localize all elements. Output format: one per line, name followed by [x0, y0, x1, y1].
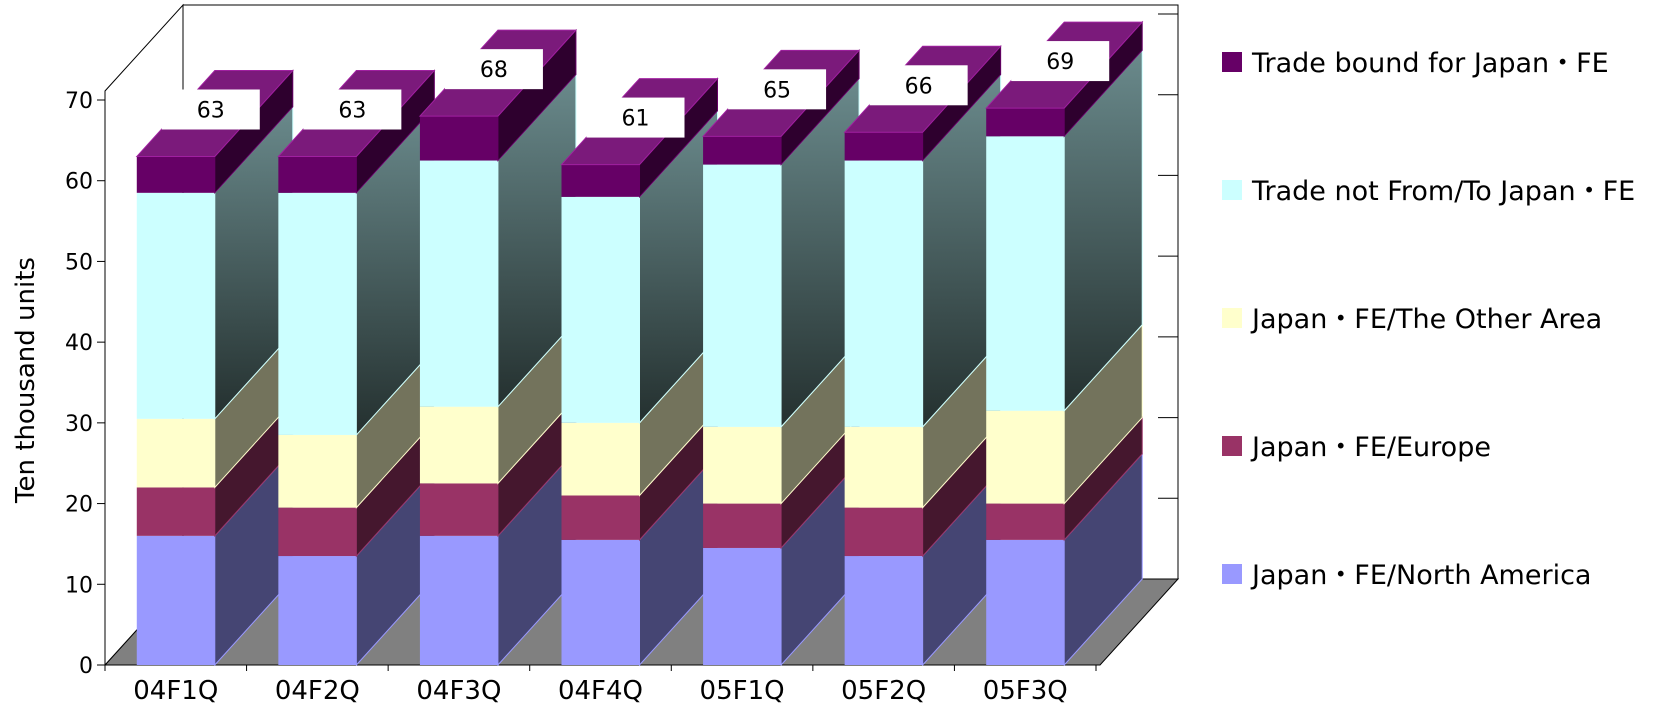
bar-segment	[561, 196, 640, 423]
bar-segment	[419, 160, 498, 407]
total-label: 63	[197, 99, 225, 124]
bar-segment	[419, 406, 498, 484]
x-category-label: 04F4Q	[558, 676, 643, 706]
bar-segment	[986, 108, 1065, 137]
bar-stack	[985, 20, 1144, 667]
bar-segment	[561, 539, 640, 665]
y-tick-label: 50	[65, 250, 93, 275]
legend-item: Japan・FE/Europe	[1222, 432, 1491, 463]
y-tick-label: 0	[79, 654, 93, 679]
bar-segment	[278, 556, 357, 665]
x-category-label: 04F2Q	[275, 676, 360, 706]
bar-segment	[419, 116, 498, 161]
bar-segment	[703, 426, 782, 504]
legend: Trade bound for Japan・FE Trade not From/T…	[1222, 48, 1635, 591]
legend-item: Trade not From/To Japan・FE	[1222, 176, 1635, 207]
bar-segment	[844, 160, 923, 427]
legend-item: Trade bound for Japan・FE	[1222, 48, 1609, 79]
legend-item: Japan・FE/North America	[1222, 560, 1591, 591]
bar-segment	[278, 156, 357, 193]
bar-segment	[703, 164, 782, 427]
bar-segment	[561, 164, 640, 197]
x-axis-category-labels: 04F1Q 04F2Q 04F3Q 04F4Q 05F1Q 05F2Q 05F3Q	[133, 676, 1067, 706]
y-tick-label: 30	[65, 412, 93, 437]
total-label: 66	[905, 74, 933, 99]
legend-swatch	[1222, 436, 1242, 456]
bar-segment	[986, 136, 1065, 411]
x-category-label: 05F3Q	[983, 676, 1068, 706]
bar-segment	[136, 487, 215, 536]
bar-segment	[703, 503, 782, 548]
total-label: 61	[622, 107, 650, 132]
bar-segment	[844, 426, 923, 508]
total-label: 65	[763, 78, 791, 103]
bar-stack	[418, 28, 578, 667]
total-label-box	[303, 89, 402, 130]
bar-stack	[701, 49, 861, 667]
y-tick-label: 60	[65, 170, 93, 195]
legend-swatch	[1222, 180, 1242, 200]
bar-segment	[136, 192, 215, 419]
x-category-label: 04F1Q	[133, 676, 218, 706]
bar-segment	[703, 136, 782, 165]
total-label-box	[728, 69, 827, 110]
bar-segment	[844, 507, 923, 557]
bar-stack	[277, 69, 436, 667]
total-label: 63	[338, 99, 366, 124]
bar-segment	[136, 156, 215, 193]
bar-segment	[986, 410, 1065, 504]
x-category-label: 05F2Q	[841, 676, 926, 706]
total-label-box	[444, 49, 543, 90]
bar-segment	[986, 539, 1065, 665]
bar-segment	[844, 556, 923, 665]
x-category-label: 05F1Q	[700, 676, 785, 706]
legend-label: Japan・FE/The Other Area	[1250, 304, 1602, 335]
bar-stack	[560, 77, 719, 667]
total-label-box	[586, 97, 685, 138]
total-label-box	[1011, 41, 1110, 82]
bar-segment	[419, 483, 498, 536]
bar-segment	[561, 422, 640, 496]
y-tick-label: 70	[65, 89, 93, 114]
y-axis-title: Ten thousand units	[11, 257, 41, 504]
bar-segment	[844, 132, 923, 161]
bar-segment	[419, 535, 498, 665]
bar-segment	[136, 418, 215, 488]
legend-label: Japan・FE/North America	[1250, 560, 1591, 591]
y-axis: 0 10 20 30 40 50 60 70	[65, 89, 1100, 679]
legend-swatch	[1222, 564, 1242, 584]
x-category-label: 04F3Q	[416, 676, 501, 706]
bar-segment	[278, 192, 357, 435]
legend-label: Trade bound for Japan・FE	[1251, 48, 1609, 79]
bar-segment	[561, 495, 640, 540]
total-label: 69	[1046, 50, 1074, 75]
total-label: 68	[480, 58, 508, 83]
bar-segment	[703, 547, 782, 665]
legend-label: Japan・FE/Europe	[1250, 432, 1491, 463]
bar-segment	[278, 434, 357, 508]
legend-swatch	[1222, 308, 1242, 328]
bar-total-labels: 63 63 68 61 65 66 69	[161, 41, 1110, 138]
bar-segment	[986, 503, 1065, 540]
bar-stack	[135, 69, 294, 667]
legend-swatch	[1222, 52, 1242, 72]
y-tick-label: 20	[65, 493, 93, 518]
legend-item: Japan・FE/The Other Area	[1222, 304, 1602, 335]
y-tick-label: 40	[65, 331, 93, 356]
bar-segment	[278, 507, 357, 557]
bar-stack	[843, 44, 1002, 667]
y-tick-label: 10	[65, 573, 93, 598]
bar-segment	[136, 535, 215, 665]
total-label-box	[161, 89, 260, 130]
total-label-box	[869, 65, 968, 106]
legend-label: Trade not From/To Japan・FE	[1251, 176, 1635, 207]
